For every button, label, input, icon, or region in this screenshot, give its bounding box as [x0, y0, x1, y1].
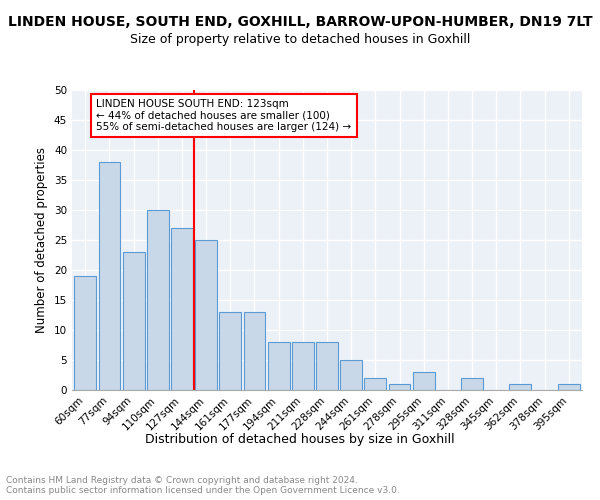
- Bar: [244, 312, 265, 390]
- Bar: [123, 252, 145, 390]
- Bar: [509, 384, 531, 390]
- Bar: [364, 378, 386, 390]
- Text: Contains HM Land Registry data © Crown copyright and database right 2024.
Contai: Contains HM Land Registry data © Crown c…: [6, 476, 400, 495]
- Bar: [316, 342, 338, 390]
- Text: LINDEN HOUSE, SOUTH END, GOXHILL, BARROW-UPON-HUMBER, DN19 7LT: LINDEN HOUSE, SOUTH END, GOXHILL, BARROW…: [8, 15, 592, 29]
- Text: Distribution of detached houses by size in Goxhill: Distribution of detached houses by size …: [145, 432, 455, 446]
- Bar: [292, 342, 314, 390]
- Y-axis label: Number of detached properties: Number of detached properties: [35, 147, 49, 333]
- Bar: [220, 312, 241, 390]
- Bar: [268, 342, 290, 390]
- Text: LINDEN HOUSE SOUTH END: 123sqm
← 44% of detached houses are smaller (100)
55% of: LINDEN HOUSE SOUTH END: 123sqm ← 44% of …: [96, 99, 351, 132]
- Bar: [98, 162, 121, 390]
- Bar: [461, 378, 483, 390]
- Text: Size of property relative to detached houses in Goxhill: Size of property relative to detached ho…: [130, 32, 470, 46]
- Bar: [74, 276, 96, 390]
- Bar: [389, 384, 410, 390]
- Bar: [558, 384, 580, 390]
- Bar: [195, 240, 217, 390]
- Bar: [147, 210, 169, 390]
- Bar: [340, 360, 362, 390]
- Bar: [171, 228, 193, 390]
- Bar: [413, 372, 434, 390]
